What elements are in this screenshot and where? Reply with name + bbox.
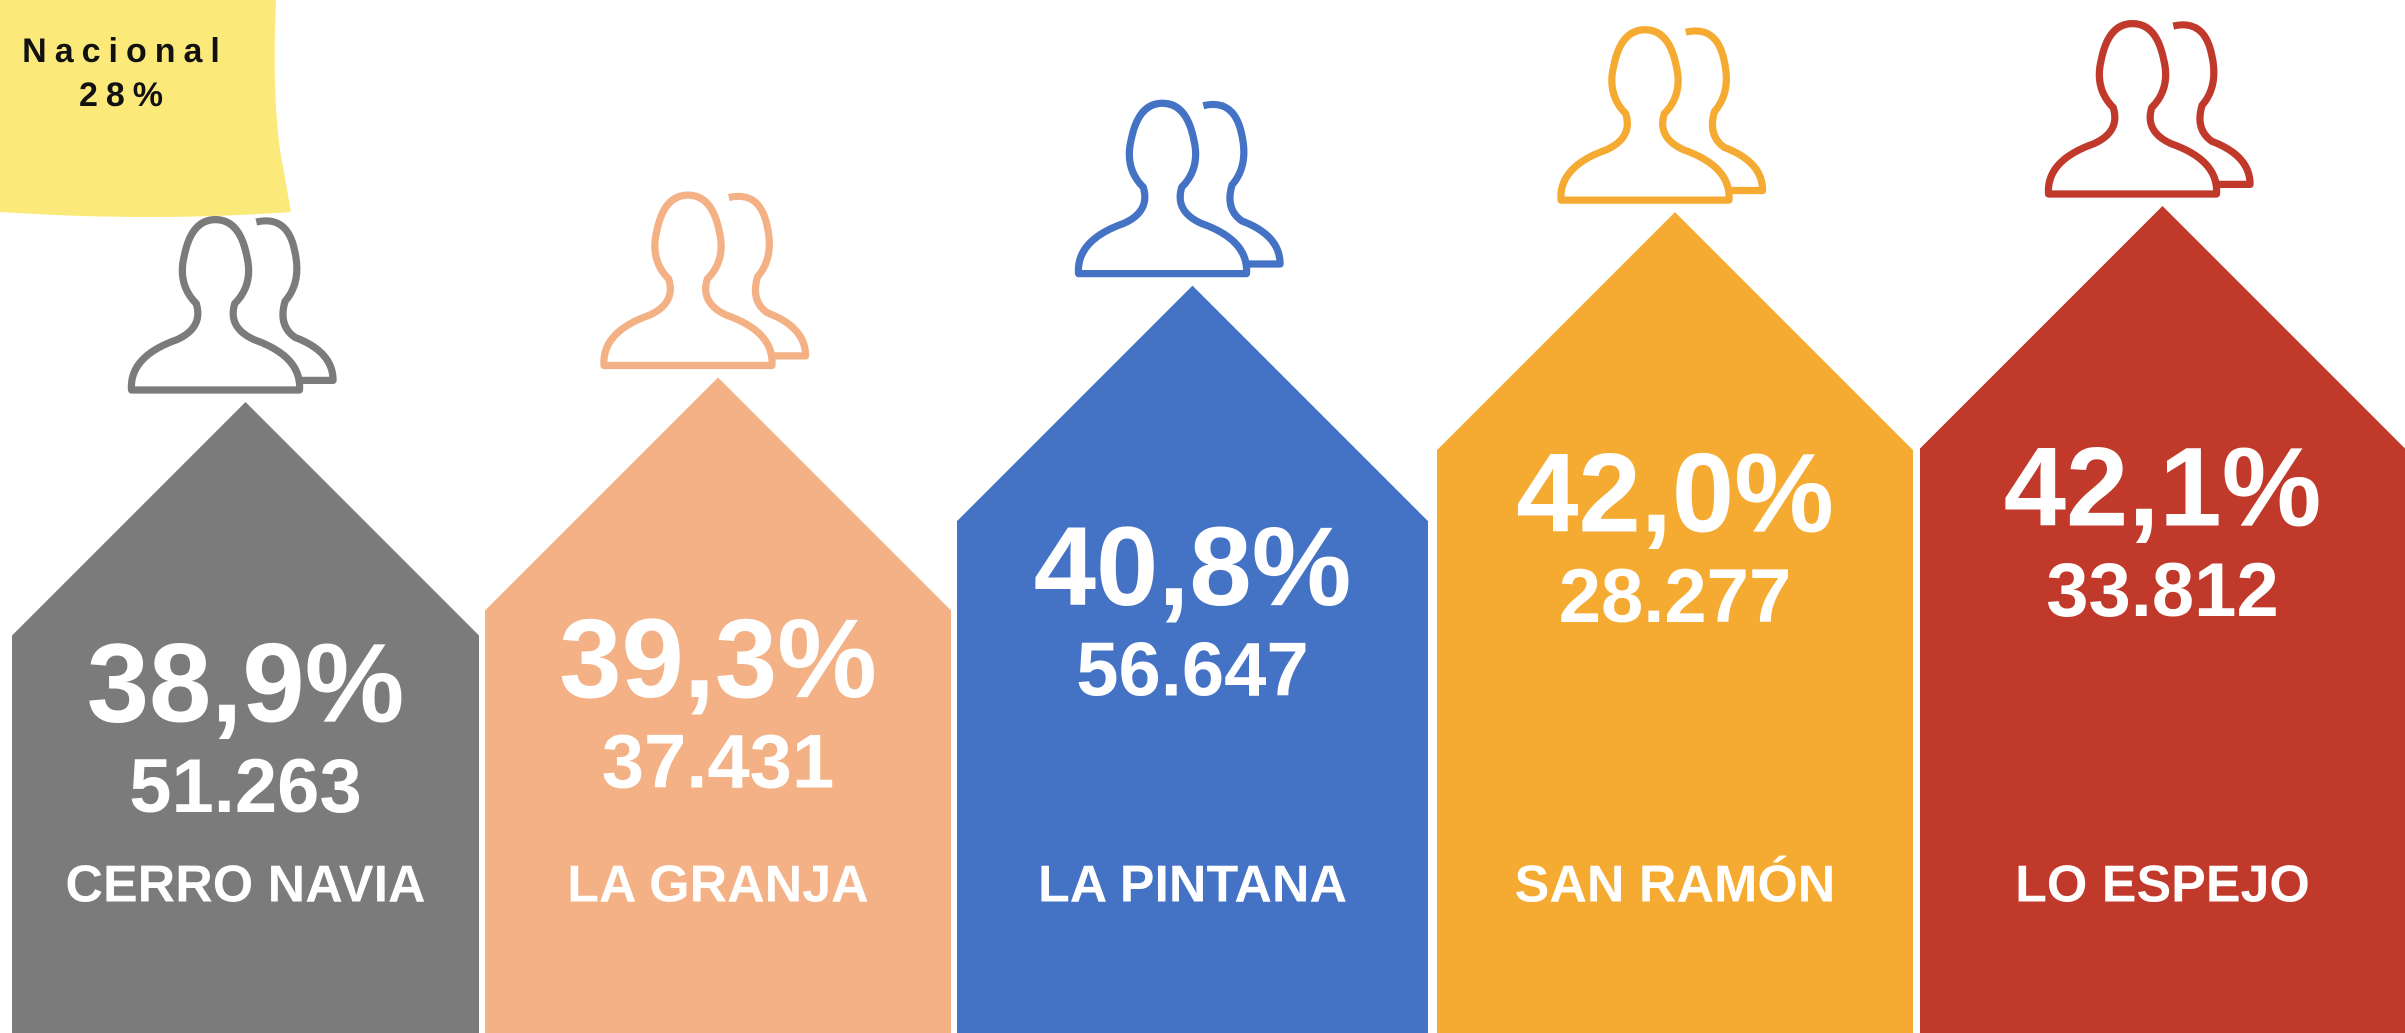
- icon-part: [127, 215, 304, 394]
- value-label: 42,1%: [2004, 425, 2322, 550]
- icon-part: [1684, 27, 1767, 195]
- sticky-note: [0, 0, 291, 217]
- people-icon: [1074, 99, 1284, 278]
- value-label: 40,8%: [1034, 504, 1352, 629]
- house-bar: [1437, 212, 1913, 1033]
- category-label: LA GRANJA: [567, 856, 868, 914]
- icon-part: [2172, 21, 2254, 188]
- icon-part: [600, 191, 776, 370]
- people-icon: [2044, 19, 2254, 198]
- icon-part: [727, 192, 810, 360]
- house-bar: [957, 285, 1428, 1033]
- people-icon: [1557, 26, 1767, 204]
- icon-part: [1557, 26, 1733, 204]
- count-label: 33.812: [2046, 548, 2278, 633]
- value-label: 39,3%: [559, 596, 877, 721]
- value-label: 42,0%: [1516, 431, 1834, 556]
- icon-part: [2044, 19, 2221, 198]
- icon-part: [255, 217, 337, 384]
- annotation-value: 28%: [79, 76, 171, 114]
- category-label: LA PINTANA: [1038, 856, 1347, 914]
- count-label: 51.263: [129, 744, 361, 829]
- count-label: 56.647: [1076, 628, 1308, 713]
- annotation-label: Nacional: [22, 32, 228, 70]
- people-icon: [600, 191, 810, 370]
- house-bar: [12, 402, 479, 1033]
- house-bar: [1920, 206, 2405, 1033]
- house-bar: [485, 377, 951, 1033]
- category-label: SAN RAMÓN: [1515, 856, 1836, 914]
- icon-part: [1074, 99, 1251, 278]
- value-label: 38,9%: [87, 621, 405, 746]
- count-label: 37.431: [602, 720, 834, 805]
- category-label: CERRO NAVIA: [65, 856, 425, 914]
- icon-part: [1202, 100, 1284, 268]
- count-label: 28.277: [1559, 554, 1791, 639]
- people-icon: [127, 215, 337, 394]
- category-label: LO ESPEJO: [2015, 856, 2310, 914]
